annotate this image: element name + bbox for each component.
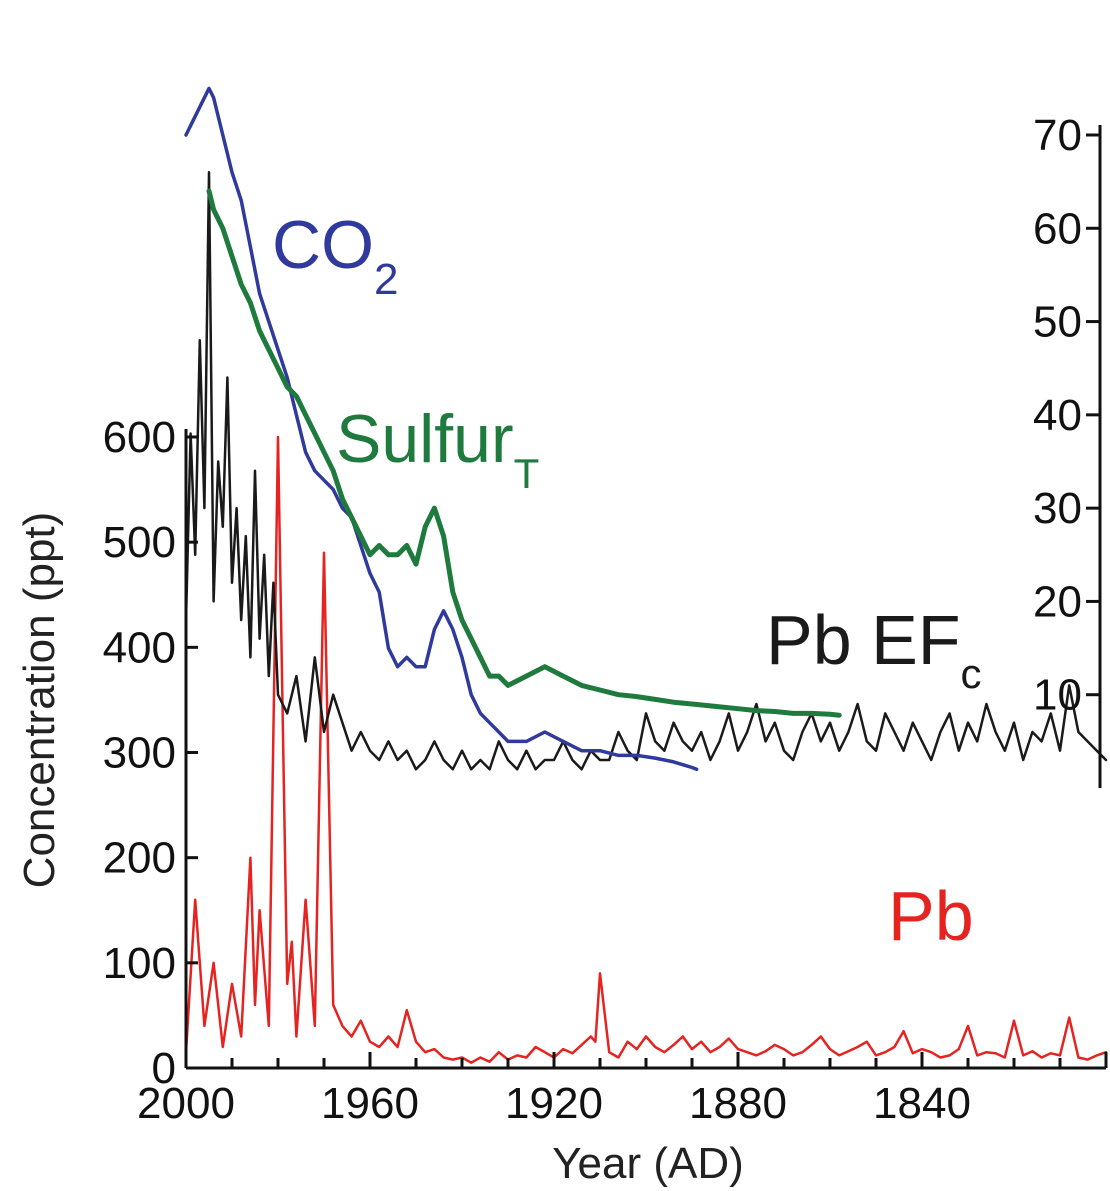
y2-tick-label: 70 <box>1033 111 1082 160</box>
pbef-series-line <box>184 171 1108 771</box>
x-tick-label: 1960 <box>321 1079 419 1128</box>
y-tick-label: 300 <box>103 729 176 778</box>
series-layer <box>184 86 1108 1064</box>
x-axis-title: Year (AD) <box>552 1139 744 1188</box>
sulfur-series-label: SulfurT <box>336 401 539 497</box>
co2-series-line <box>184 86 699 772</box>
y-tick-label: 0 <box>152 1044 176 1093</box>
x-tick-label: 2000 <box>137 1079 235 1128</box>
pbef-series-label: Pb EFc <box>766 601 982 697</box>
x-tick-label: 1920 <box>505 1079 603 1128</box>
pbef-label-main: Pb EF <box>766 601 961 679</box>
sulfur-label-main: Sulfur <box>336 401 514 477</box>
y-axis-title: Concentration (ppt) <box>15 512 64 889</box>
y2-tick-label: 60 <box>1033 204 1082 253</box>
y2-tick-label: 10 <box>1033 671 1082 720</box>
pb-series-label: Pb <box>888 877 974 955</box>
pbef-label-sub: c <box>961 650 982 697</box>
y2-tick-label: 40 <box>1033 391 1082 440</box>
sulfur-label-sub: T <box>514 450 540 497</box>
co2-series-label: CO2 <box>272 207 398 304</box>
y-tick-label: 500 <box>103 518 176 567</box>
co2-label-main: CO <box>272 207 374 283</box>
x-tick-label: 1880 <box>689 1079 787 1128</box>
ticks-layer: 2000 1960 1920 1880 1840 0 100 200 300 400 500 600 1… <box>103 111 1108 1128</box>
co2-label-sub: 2 <box>374 255 398 304</box>
y-tick-label: 400 <box>103 623 176 672</box>
y2-tick-label: 50 <box>1033 298 1082 347</box>
y-tick-label: 200 <box>103 834 176 883</box>
y2-tick-label: 30 <box>1033 484 1082 533</box>
sulfur-series-line <box>206 188 842 718</box>
y-tick-label: 100 <box>103 939 176 988</box>
x-tick-label: 1840 <box>873 1079 971 1128</box>
pb-label-main: Pb <box>888 877 974 955</box>
y2-tick-label: 20 <box>1033 577 1082 626</box>
pb-series-line <box>184 435 1108 1064</box>
y-tick-label: 600 <box>103 413 176 462</box>
